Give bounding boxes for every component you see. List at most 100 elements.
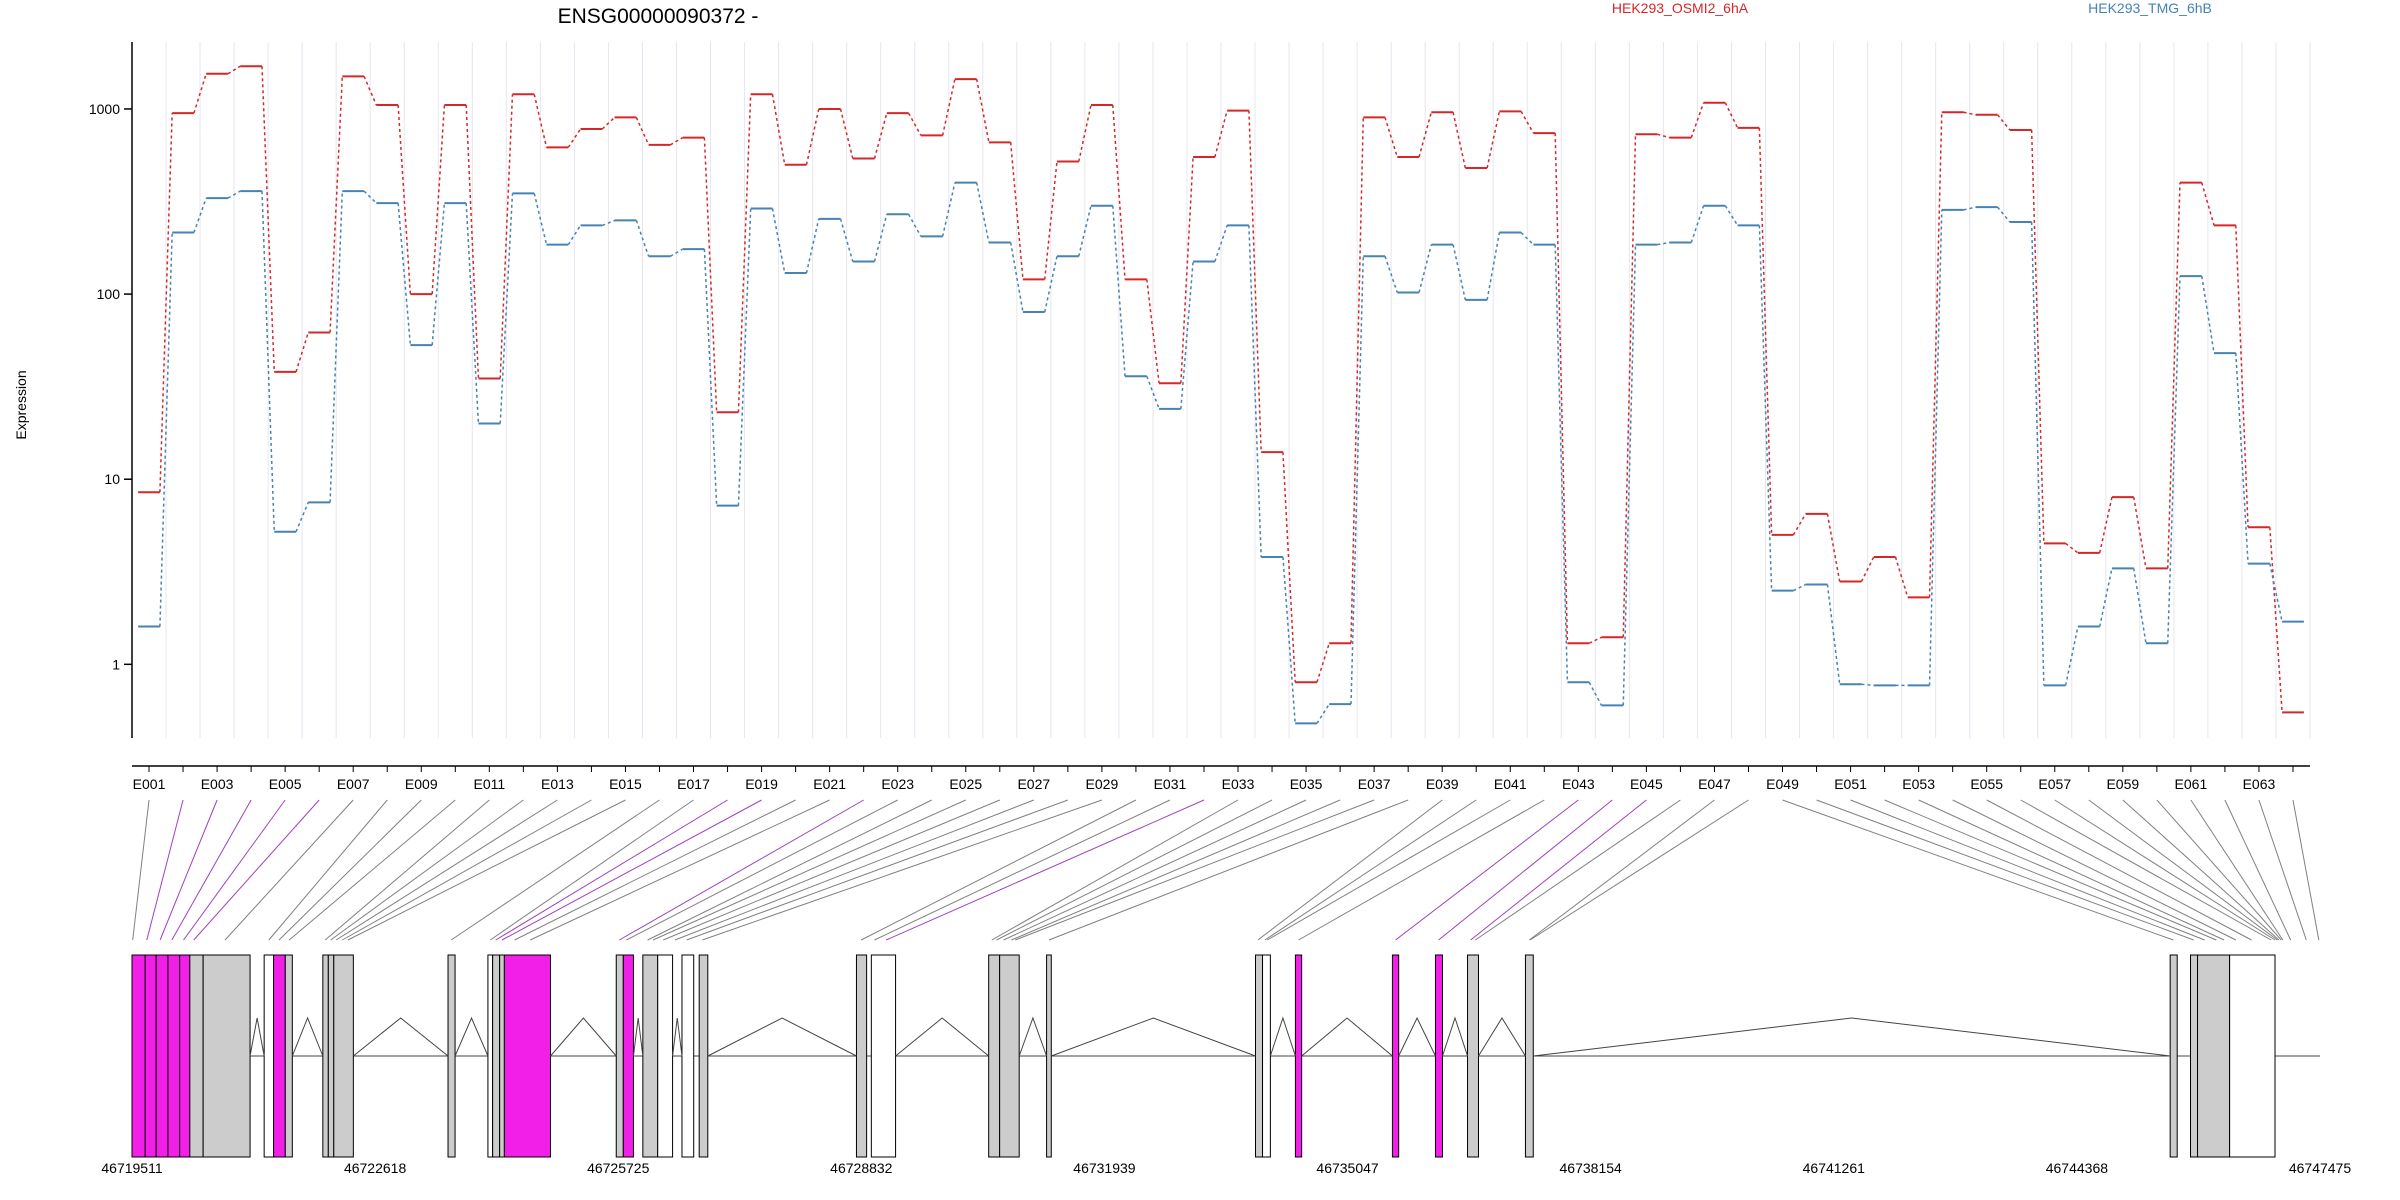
connector-line [431, 104, 446, 295]
exon-connector [1952, 799, 2237, 941]
connector-line [533, 193, 548, 245]
connector-line [839, 218, 854, 262]
x-tick-label: E009 [405, 776, 438, 792]
connector-line [2030, 129, 2045, 544]
exon-connector [514, 799, 796, 941]
exon-connector [1529, 799, 1715, 941]
y-tick-label: 1 [112, 656, 120, 672]
exon-connector [996, 799, 1273, 941]
connector-line [1214, 110, 1228, 158]
exon-connector [501, 799, 762, 941]
connector-line [602, 219, 615, 227]
x-tick-label: E007 [337, 776, 370, 792]
exon-connector [2190, 799, 2284, 941]
exon-connector [342, 799, 592, 941]
exon-connector [674, 799, 1035, 941]
exon-connector [159, 799, 218, 941]
exon-connector [1395, 799, 1579, 941]
connector-line [2064, 626, 2079, 686]
exon-connector [2258, 799, 2307, 941]
connector-line [2030, 222, 2045, 686]
exon-connector [146, 799, 184, 941]
exon-connector [495, 799, 728, 941]
connector-line [1928, 112, 1943, 598]
genomic-coordinate-label: 46731939 [1073, 1160, 1136, 1176]
exon-block [657, 954, 674, 1158]
x-tick-label: E047 [1698, 776, 1731, 792]
exon-connector [860, 799, 1137, 941]
exon-connector [183, 799, 286, 941]
connector-line [737, 208, 752, 506]
exon-block [1294, 954, 1303, 1158]
exon-connector [489, 799, 694, 941]
exon-connector [224, 799, 354, 941]
connector-line [193, 73, 207, 114]
exon-connector [1816, 799, 2194, 941]
connector-line [1009, 142, 1024, 280]
exon-block [322, 954, 329, 1158]
connector-line [1180, 261, 1194, 409]
connector-line [1180, 156, 1194, 384]
connector-line [1418, 244, 1433, 293]
connector-line [1963, 111, 1976, 116]
exon-connector [874, 799, 1171, 941]
exon-block [988, 954, 1001, 1158]
exon-connector [268, 799, 388, 941]
connector-line [1894, 556, 1909, 598]
connector-line [1690, 205, 1705, 243]
genomic-coordinate-label: 46719511 [101, 1160, 162, 1176]
connector-line [1758, 225, 1773, 591]
exon-connector [1475, 799, 1681, 941]
exon-block [1262, 954, 1271, 1158]
exon-connector [1264, 799, 1477, 941]
exon-connector [2054, 799, 2276, 941]
connector-line [1622, 244, 1637, 706]
exon-connector [619, 799, 864, 941]
connector-line [873, 214, 888, 262]
connector-line [295, 332, 309, 373]
exon-block [1524, 954, 1534, 1158]
connector-line [1928, 209, 1943, 686]
connector-line [567, 128, 582, 148]
connector-line [669, 136, 684, 146]
exon-block [263, 954, 275, 1158]
connector-line [1316, 703, 1330, 724]
connector-line [907, 213, 922, 237]
exon-connector [1850, 799, 2205, 941]
connector-line [1554, 244, 1569, 683]
series-HEK293_OSMI2_6hA [138, 65, 2304, 714]
connector-line [703, 249, 718, 506]
exon-block [327, 954, 335, 1158]
connector-line [1724, 102, 1739, 129]
connector-line [1860, 556, 1875, 582]
exon-connector [2020, 799, 2272, 941]
exon-block [2190, 954, 2199, 1158]
exon-block [1391, 954, 1400, 1158]
connector-line [1214, 225, 1228, 262]
exon-connector [885, 799, 1205, 941]
connector-line [1657, 241, 1670, 246]
x-tick-label: E063 [2243, 776, 2276, 792]
exon-connector [193, 799, 320, 941]
y-axis-label: Expression [13, 370, 29, 439]
exon-block [179, 954, 191, 1158]
exon-connector [450, 799, 660, 941]
connector-line [1043, 161, 1058, 280]
exon-block [642, 954, 659, 1158]
exon-block [1434, 954, 1443, 1158]
exon-connector [1015, 799, 1375, 941]
exon-connector [1266, 799, 1511, 941]
legend-series-2: HEK293_TMG_6hB [2088, 0, 2212, 16]
connector-line [465, 203, 480, 424]
exon-block [202, 954, 251, 1158]
connector-line [1112, 205, 1126, 377]
x-tick-label: E027 [1017, 776, 1050, 792]
exon-block [1254, 954, 1264, 1158]
plot-area: 1 10 100 1000 E001 E003 E005 E007 E009 E011 E013 E0… [89, 42, 2311, 792]
connector-line [669, 248, 684, 257]
connector-line [2235, 353, 2249, 564]
connector-line [1112, 104, 1126, 280]
intron-caret [1398, 1016, 1436, 1057]
connector-line [1793, 583, 1806, 592]
x-tick-label: E057 [2038, 776, 2071, 792]
